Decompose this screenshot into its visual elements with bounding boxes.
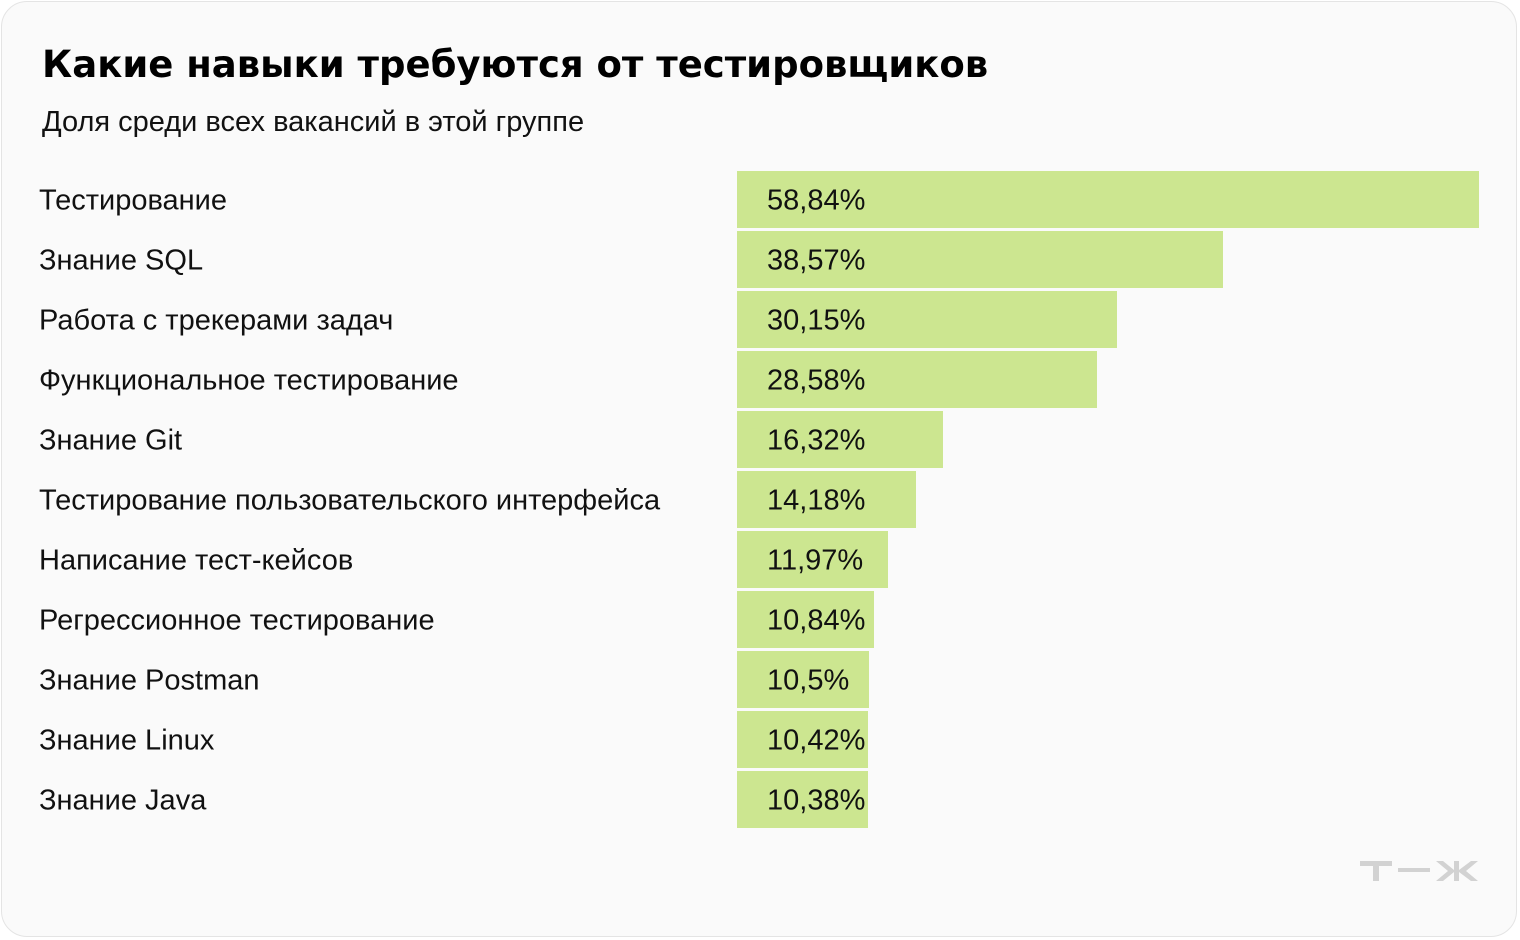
bar-4 [737, 411, 943, 468]
bar-10 [737, 771, 868, 828]
bar-1 [737, 231, 1223, 288]
bar-6 [737, 531, 888, 588]
value-label-4: 16,32% [767, 425, 865, 457]
bar-0 [737, 171, 1479, 228]
value-label-9: 10,42% [767, 725, 865, 757]
value-label-5: 14,18% [767, 485, 865, 517]
category-label-1: Знание SQL [39, 245, 203, 277]
chart-subtitle: Доля среди всех вакансий в этой группе [42, 106, 585, 138]
value-label-6: 11,97% [767, 545, 863, 577]
category-label-7: Регрессионное тестирование [39, 605, 435, 637]
bar-5 [737, 471, 916, 528]
bar-8 [737, 651, 869, 708]
category-label-4: Знание Git [39, 425, 182, 457]
value-label-1: 38,57% [767, 245, 865, 277]
category-label-9: Знание Linux [39, 725, 215, 757]
category-label-2: Работа с трекерами задач [39, 305, 393, 337]
category-label-10: Знание Java [39, 785, 207, 817]
bar-2 [737, 291, 1117, 348]
chart-title: Какие навыки требуются от тестировщиков [42, 43, 989, 86]
value-label-0: 58,84% [767, 185, 865, 217]
value-label-10: 10,38% [767, 785, 865, 817]
category-label-0: Тестирование [39, 185, 227, 217]
category-label-8: Знание Postman [39, 665, 260, 697]
value-label-7: 10,84% [767, 605, 865, 637]
category-label-3: Функциональное тестирование [39, 365, 459, 397]
value-label-2: 30,15% [767, 305, 865, 337]
category-label-6: Написание тест-кейсов [39, 545, 353, 577]
value-label-3: 28,58% [767, 365, 865, 397]
bar-7 [737, 591, 874, 648]
bar-3 [737, 351, 1097, 408]
category-label-5: Тестирование пользовательского интерфейс… [39, 485, 661, 517]
tj-logo-icon [1360, 861, 1478, 881]
bar-9 [737, 711, 868, 768]
value-label-8: 10,5% [767, 665, 849, 697]
